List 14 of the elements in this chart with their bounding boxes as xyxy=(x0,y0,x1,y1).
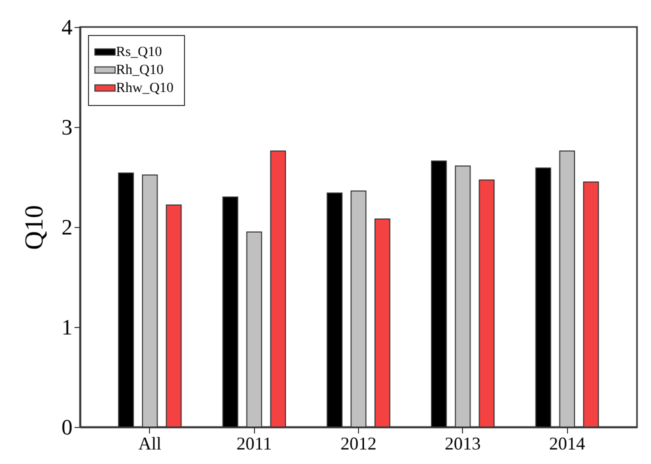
y-tick-label: 3 xyxy=(62,114,72,140)
y-tick-label: 2 xyxy=(62,214,72,240)
x-tick-label: 2014 xyxy=(549,434,586,454)
x-tick-label: 2013 xyxy=(444,434,481,454)
y-axis-title: Q10 xyxy=(20,205,48,250)
x-tick-label: 2012 xyxy=(340,434,376,454)
y-tick-label: 1 xyxy=(62,314,72,340)
y-tick-label: 4 xyxy=(62,14,72,40)
legend-label: Rh_Q10 xyxy=(116,63,164,78)
legend-label: Rs_Q10 xyxy=(116,45,162,60)
x-tick-label: All xyxy=(138,434,162,454)
x-tick-label: 2011 xyxy=(236,434,272,454)
y-tick-label: 0 xyxy=(62,414,72,440)
legend-label: Rhw_Q10 xyxy=(116,81,174,96)
